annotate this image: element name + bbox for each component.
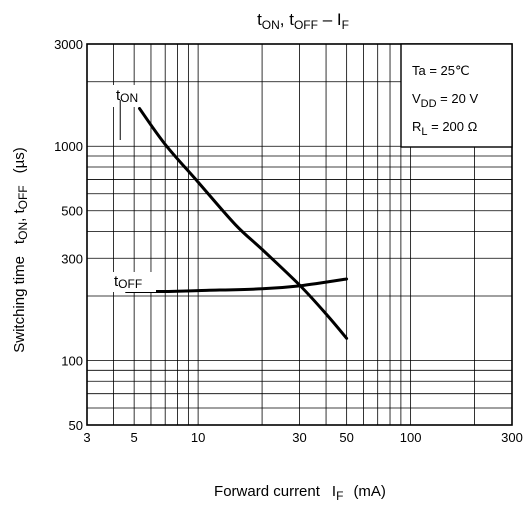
conditions-box [400,43,513,148]
x-tick-label: 50 [339,430,353,445]
y-tick-label: 500 [61,204,83,219]
y-axis-label: Switching timetON, tOFF(µs) [11,147,30,353]
x-tick-label: 30 [292,430,306,445]
y-tick-label: 3000 [54,37,83,52]
series-toff-line [124,277,349,294]
series-ton-label: tON [116,87,138,105]
grid-horizontal [87,81,512,409]
chart-title: tON, tOFF – IF [257,10,349,32]
condition-rl: RL = 200 Ω [412,119,478,138]
x-tick-label: 10 [191,430,205,445]
condition-ta: Ta = 25℃ [412,63,470,78]
x-tick-label: 100 [400,430,422,445]
x-tick-labels: 3 5 10 30 50 100 300 [83,430,522,445]
plot-frame [86,43,513,426]
y-tick-label: 1000 [54,139,83,154]
x-tick-label: 3 [83,430,90,445]
series-ton-line [138,107,349,340]
x-axis-label: Forward current IF (mA) [214,483,386,503]
y-tick-label: 300 [61,251,83,266]
grid-vertical [113,44,475,425]
condition-vdd: VDD = 20 V [412,91,478,110]
title-sub-on: ON [262,18,280,32]
series-toff-label: tOFF [114,273,142,291]
x-tick-label: 5 [131,430,138,445]
y-tick-label: 50 [69,418,83,433]
y-tick-labels: 50 100 300 500 1000 3000 [54,37,83,433]
y-tick-label: 100 [61,353,83,368]
x-tick-label: 300 [501,430,523,445]
